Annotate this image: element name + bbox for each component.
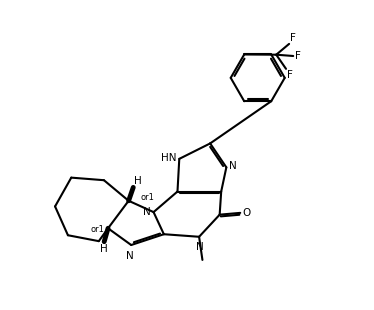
Text: HN: HN — [161, 153, 176, 162]
Text: H: H — [100, 244, 108, 254]
Text: F: F — [295, 51, 301, 61]
Text: N: N — [229, 161, 237, 171]
Text: F: F — [290, 33, 296, 43]
Text: H: H — [134, 176, 141, 186]
Text: N: N — [126, 251, 134, 261]
Text: O: O — [242, 208, 251, 218]
Text: or1: or1 — [141, 193, 155, 202]
Text: N: N — [143, 207, 150, 217]
Text: N: N — [196, 242, 204, 252]
Text: F: F — [287, 70, 293, 80]
Text: or1: or1 — [90, 225, 104, 234]
